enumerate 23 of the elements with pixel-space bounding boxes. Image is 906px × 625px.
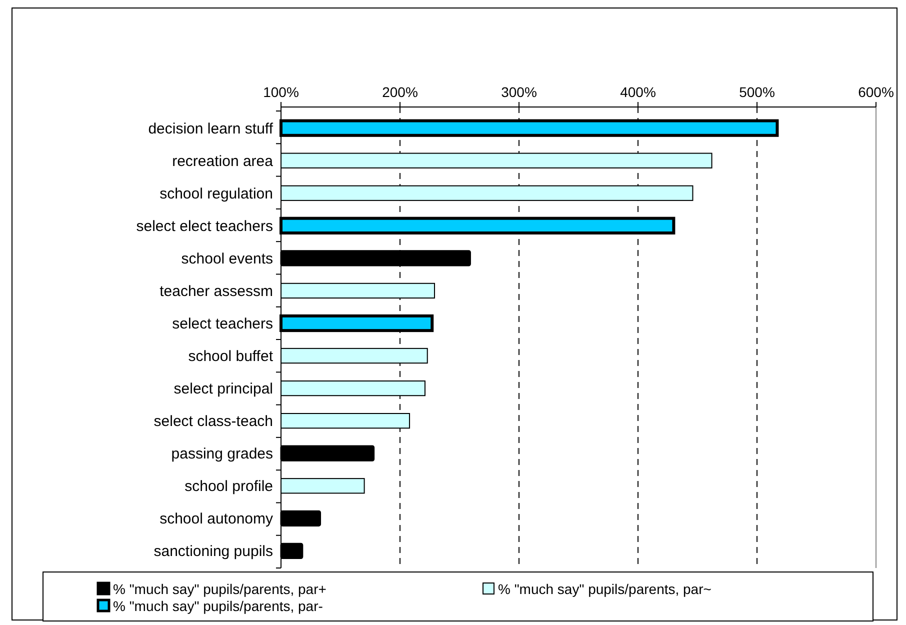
y-tick-label: sanctioning pupils xyxy=(154,543,273,560)
legend-label: % "much say" pupils/parents, par- xyxy=(113,598,324,614)
y-tick-label: teacher assessm xyxy=(160,282,273,300)
y-tick-label: school buffet xyxy=(188,348,274,366)
x-tick-label: 100% xyxy=(263,84,299,100)
x-tick-label: 600% xyxy=(858,84,894,100)
y-tick-label: select elect teachers xyxy=(136,218,273,235)
y-tick-label: select teachers xyxy=(172,315,273,332)
x-tick-label: 500% xyxy=(739,84,775,100)
y-tick-label: school autonomy xyxy=(160,510,274,528)
y-tick-label: recreation area xyxy=(172,152,274,170)
y-tick-label: school events xyxy=(181,250,273,268)
y-tick-label: passing grades xyxy=(171,446,273,463)
y-tick-label: select principal xyxy=(174,380,273,398)
y-tick-label: school profile xyxy=(184,478,273,496)
legend-label: % "much say" pupils/parents, par~ xyxy=(498,580,712,597)
x-tick-label: 300% xyxy=(501,84,537,100)
y-tick-label: decision learn stuff xyxy=(148,120,274,138)
y-tick-label: school regulation xyxy=(160,185,273,202)
x-tick-label: 400% xyxy=(620,84,656,100)
y-tick-label: select class-teach xyxy=(154,413,273,430)
legend-label: % "much say" pupils/parents, par+ xyxy=(113,580,326,597)
x-tick-label: 200% xyxy=(382,84,418,100)
